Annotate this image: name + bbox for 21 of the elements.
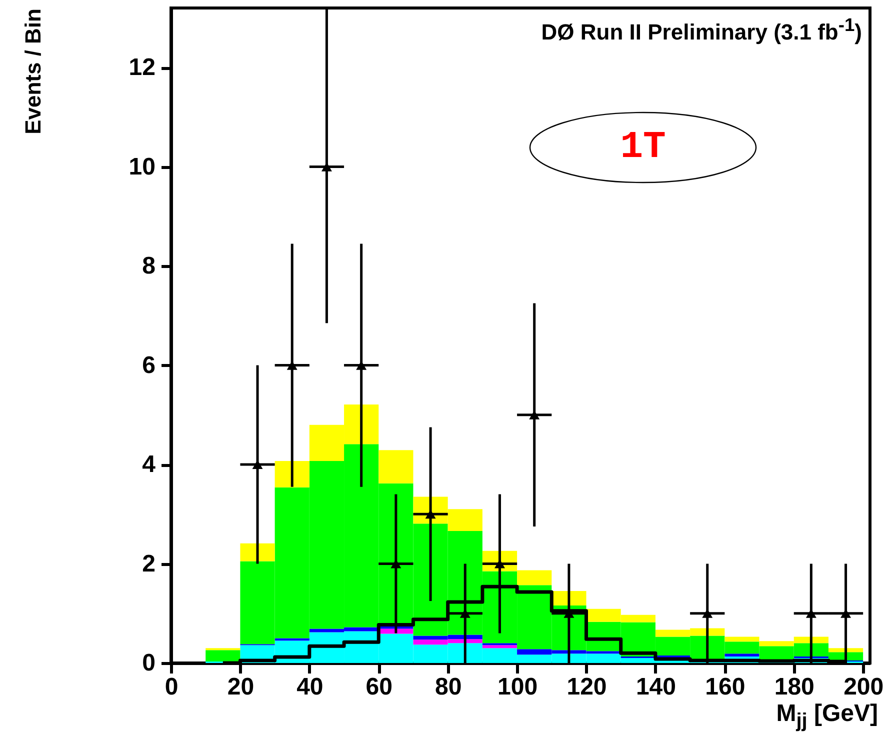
x-tick-label: 120 xyxy=(566,674,607,700)
y-tick-label: 12 xyxy=(128,54,156,82)
x-tick-label: 140 xyxy=(636,674,676,700)
x-tick-label: 20 xyxy=(227,674,254,700)
y-tick-label: 4 xyxy=(142,451,156,478)
y-tick-label: 6 xyxy=(142,352,156,379)
x-tick-label: 60 xyxy=(366,674,392,700)
x-tick-label: 80 xyxy=(434,674,462,700)
x-tick-label: 180 xyxy=(774,674,814,700)
x-axis-title: M$_{jj}$ [GeV] xyxy=(776,700,878,733)
y-tick-label: 2 xyxy=(142,550,156,578)
x-tick-label: 200 xyxy=(844,674,884,700)
x-tick-label: 100 xyxy=(498,674,538,700)
x-tick-label: 0 xyxy=(164,674,178,700)
y-tick-label: 10 xyxy=(128,153,156,180)
y-tick-label: 0 xyxy=(142,650,156,676)
y-axis-title: Events / Bin xyxy=(20,8,46,134)
x-tick-label: 160 xyxy=(705,674,746,700)
x-tick-label: 40 xyxy=(296,674,324,700)
chart-title: DØ Run II Preliminary (3.1 fb$^{-1}$) xyxy=(541,14,862,46)
y-tick-label: 8 xyxy=(142,252,156,280)
